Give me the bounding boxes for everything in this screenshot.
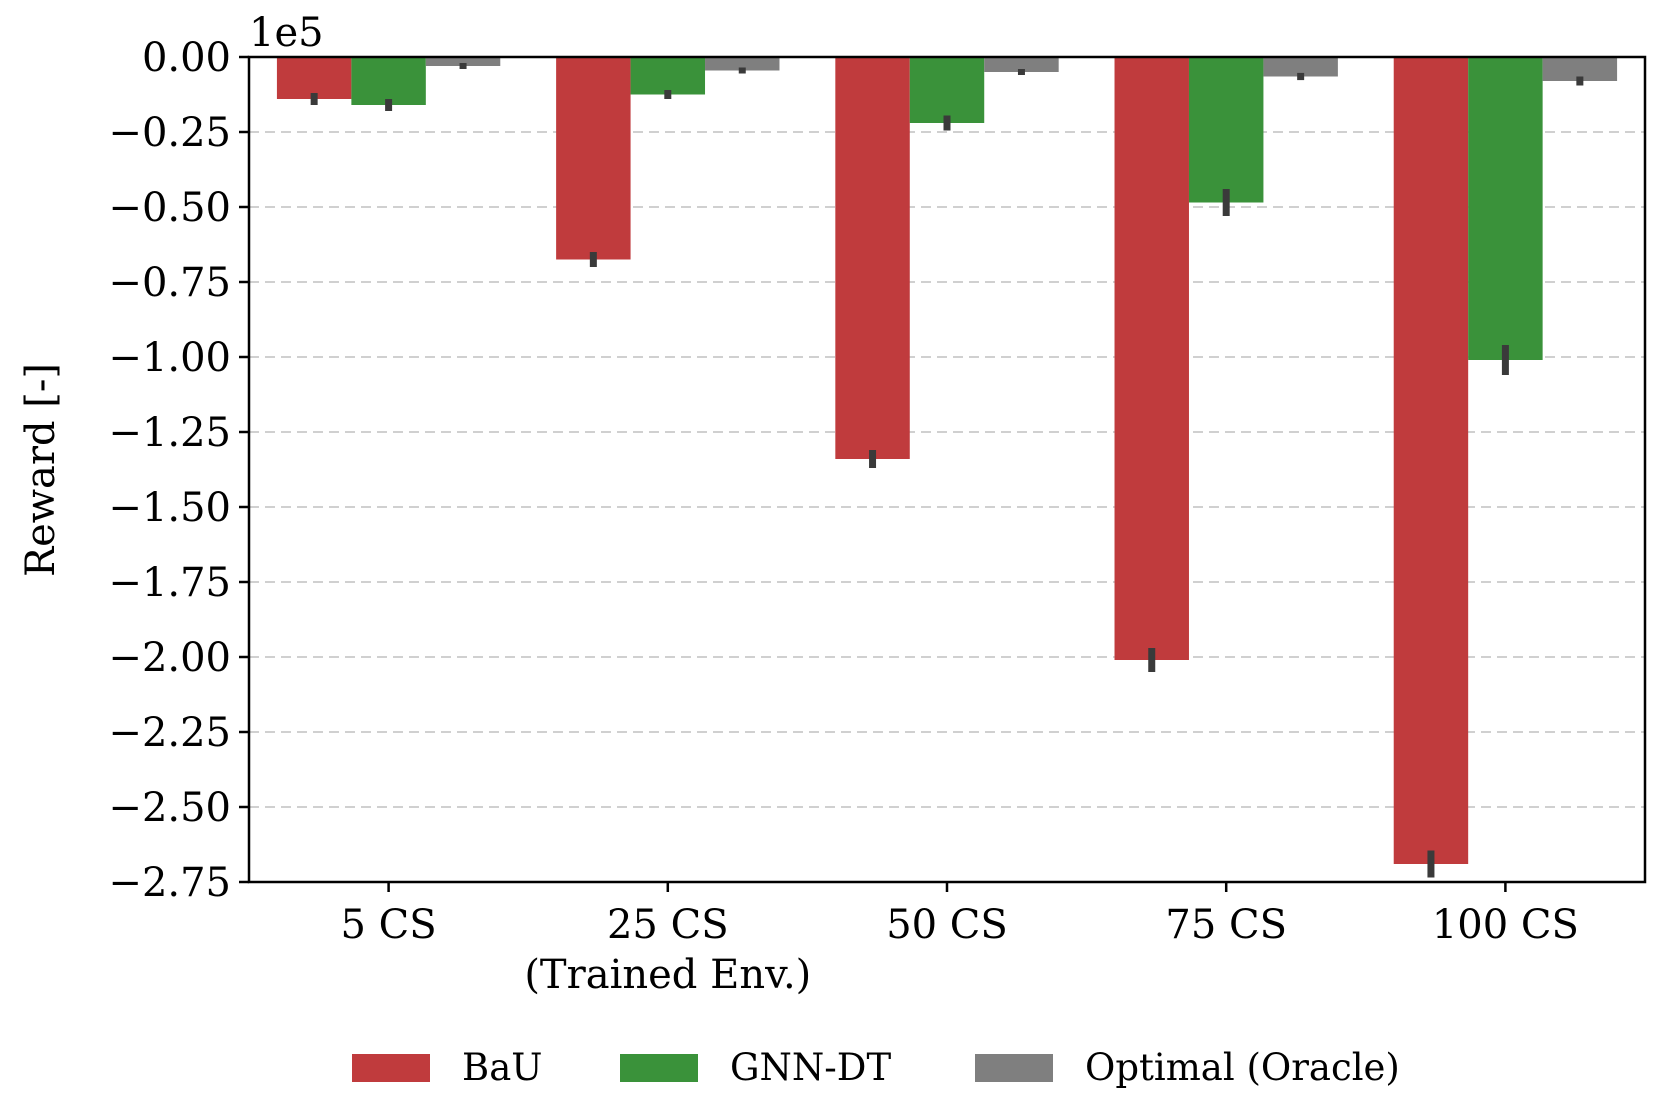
- y-tick-label: −1.00: [108, 335, 231, 381]
- x-tick-label: 5 CS: [341, 902, 437, 948]
- y-tick-label: −0.50: [108, 185, 231, 231]
- bar-optimal-oracle: [705, 57, 780, 71]
- y-tick-label: −1.75: [108, 560, 231, 606]
- x-tick-sublabel: (Trained Env.): [524, 952, 811, 998]
- y-tick-label: 0.00: [142, 35, 231, 81]
- y-axis-label: Reward [-]: [18, 363, 64, 577]
- legend-label: BaU: [462, 1046, 542, 1089]
- x-tick-label: 75 CS: [1165, 902, 1287, 948]
- bar-optimal-oracle: [425, 57, 501, 66]
- legend-label: Optimal (Oracle): [1085, 1046, 1400, 1089]
- legend: BaU GNN-DT Optimal (Oracle): [352, 1046, 1400, 1089]
- bar-gnn-dt: [351, 57, 426, 105]
- y-offset-label: 1e5: [249, 10, 324, 56]
- y-tick-layer: 0.00 −0.25 −0.50 −0.75 −1.00 −1.25 −1.50 −1.75 −…: [108, 35, 249, 906]
- bar-bau: [556, 57, 631, 260]
- legend-swatch: [352, 1054, 430, 1082]
- bar-gnn-dt: [630, 57, 706, 95]
- bar-layer: [276, 57, 1618, 864]
- bar-optimal-oracle: [1263, 57, 1338, 77]
- y-tick-label: −1.25: [108, 410, 231, 456]
- bar-bau: [1393, 57, 1469, 864]
- x-tick-label: 100 CS: [1432, 902, 1579, 948]
- y-tick-label: −2.75: [108, 860, 231, 906]
- bar-gnn-dt: [1188, 57, 1264, 203]
- bar-bau: [835, 57, 910, 459]
- legend-swatch: [620, 1054, 698, 1082]
- bar-bau: [1114, 57, 1189, 660]
- y-tick-label: −2.00: [108, 635, 231, 681]
- x-tick-label: 25 CS: [607, 902, 729, 948]
- bar-gnn-dt: [909, 57, 985, 123]
- y-tick-label: −1.50: [108, 485, 231, 531]
- legend-swatch: [975, 1054, 1053, 1082]
- error-bar-layer: [310, 63, 1584, 878]
- y-tick-label: −2.25: [108, 710, 231, 756]
- bar-gnn-dt: [1468, 57, 1543, 360]
- grid-layer: [249, 131, 1645, 808]
- y-tick-label: −2.50: [108, 785, 231, 831]
- x-tick-label: 50 CS: [886, 902, 1008, 948]
- bar-bau: [276, 57, 352, 99]
- x-tick-layer: 5 CS 25 CS(Trained Env.) 50 CS 75 CS 100 CS: [341, 882, 1579, 998]
- legend-label: GNN-DT: [730, 1046, 891, 1089]
- y-tick-label: −0.25: [108, 110, 231, 156]
- bar-optimal-oracle: [984, 57, 1059, 72]
- y-tick-label: −0.75: [108, 260, 231, 306]
